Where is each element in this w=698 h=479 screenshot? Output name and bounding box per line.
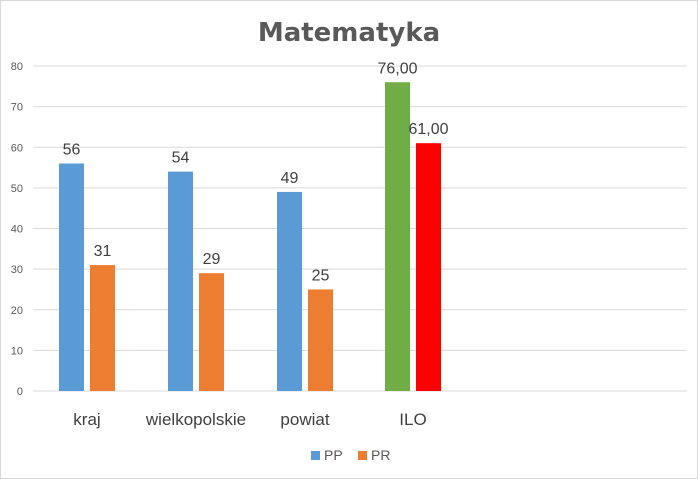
y-tick-label: 40 — [11, 224, 23, 236]
data-label: 31 — [94, 243, 112, 260]
legend-label-pp: PP — [324, 447, 343, 463]
legend-swatch-pr — [358, 451, 367, 460]
bar-pp — [59, 163, 84, 391]
bar-pp — [277, 191, 302, 391]
data-label: 29 — [203, 251, 221, 268]
x-tick-label: ILO — [399, 410, 426, 429]
legend: PP PR — [311, 447, 390, 463]
y-tick-label: 0 — [17, 386, 23, 398]
y-tick-label: 80 — [11, 61, 23, 73]
y-axis: 0 10 20 30 40 50 60 70 80 — [11, 61, 23, 398]
x-tick-label: kraj — [73, 410, 100, 429]
legend-swatch-pp — [311, 451, 320, 460]
bar-pr — [90, 265, 115, 391]
data-label: 54 — [172, 150, 190, 167]
bars: 56 54 49 76,00 31 29 25 61,00 — [59, 60, 449, 391]
chart-title: Matematyka — [258, 18, 440, 48]
y-tick-label: 60 — [11, 142, 23, 154]
y-tick-label: 50 — [11, 183, 23, 195]
x-axis: kraj wielkopolskie powiat ILO — [73, 410, 426, 429]
bar-pp — [385, 82, 410, 391]
data-label: 56 — [63, 142, 81, 159]
data-label: 49 — [281, 170, 299, 187]
bar-pp — [168, 171, 193, 391]
data-label: 61,00 — [408, 121, 448, 138]
gridlines — [33, 65, 687, 392]
data-label: 25 — [312, 267, 330, 284]
x-tick-label: powiat — [280, 410, 329, 429]
y-tick-label: 70 — [11, 102, 23, 114]
y-tick-label: 20 — [11, 305, 23, 317]
y-tick-label: 30 — [11, 264, 23, 276]
bar-pr — [199, 273, 224, 391]
bar-pr — [308, 289, 333, 391]
y-tick-label: 10 — [11, 345, 23, 357]
data-label: 76,00 — [377, 60, 417, 77]
x-tick-label: wielkopolskie — [145, 410, 246, 429]
bar-pr — [416, 143, 441, 391]
legend-label-pr: PR — [371, 447, 390, 463]
